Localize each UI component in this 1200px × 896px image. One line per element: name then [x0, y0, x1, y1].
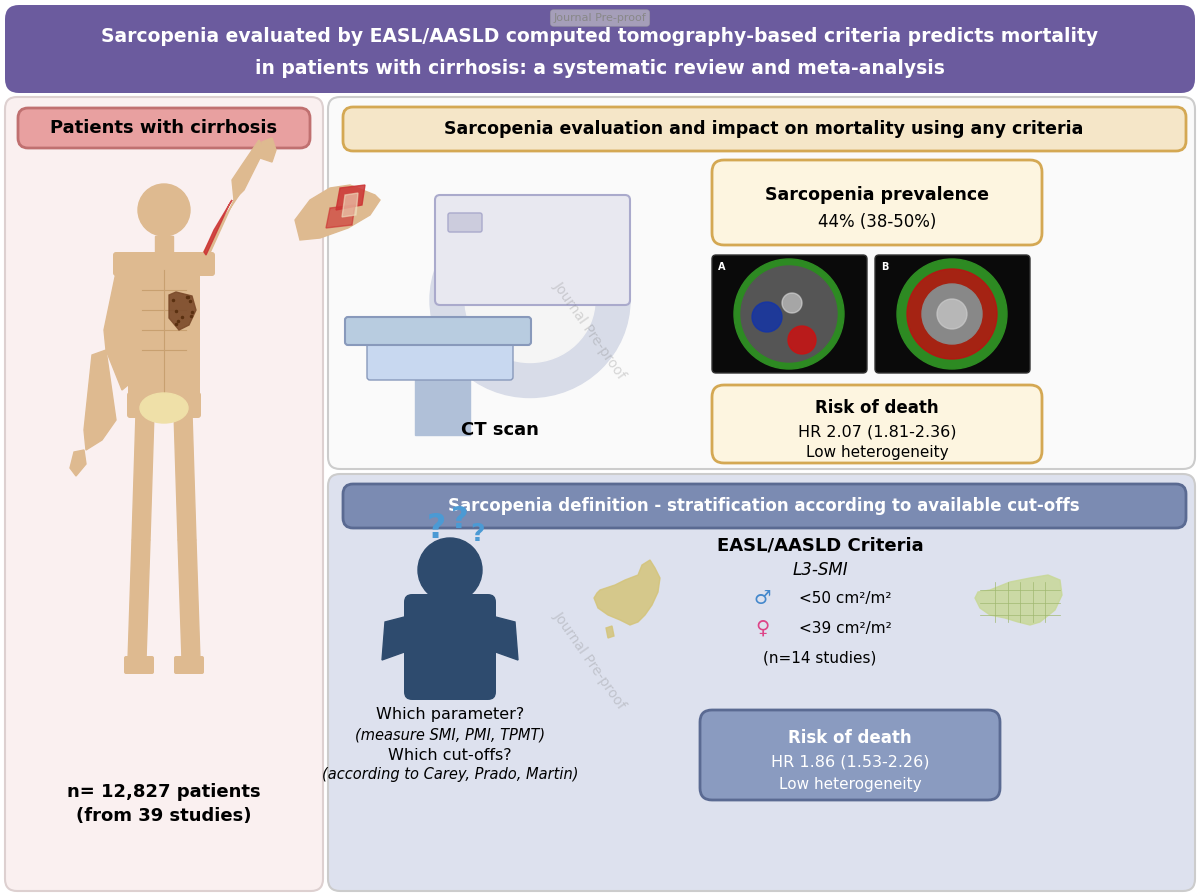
Text: Journal Pre-proof: Journal Pre-proof — [551, 608, 629, 711]
FancyBboxPatch shape — [113, 252, 215, 276]
FancyBboxPatch shape — [328, 97, 1195, 469]
Text: Patients with cirrhosis: Patients with cirrhosis — [50, 119, 277, 137]
Text: in patients with cirrhosis: a systematic review and meta-analysis: in patients with cirrhosis: a systematic… — [256, 58, 944, 77]
Circle shape — [907, 269, 997, 359]
FancyBboxPatch shape — [124, 656, 154, 674]
Text: ?: ? — [426, 512, 445, 545]
Polygon shape — [295, 185, 380, 240]
Polygon shape — [382, 615, 412, 660]
Circle shape — [788, 326, 816, 354]
Polygon shape — [326, 205, 355, 228]
FancyBboxPatch shape — [346, 317, 530, 345]
Text: EASL/AASLD Criteria: EASL/AASLD Criteria — [716, 536, 923, 554]
Text: Low heterogeneity: Low heterogeneity — [779, 777, 922, 791]
Text: B: B — [881, 262, 889, 272]
Circle shape — [937, 299, 967, 329]
Circle shape — [752, 302, 782, 332]
Polygon shape — [336, 185, 365, 210]
FancyBboxPatch shape — [343, 484, 1186, 528]
Polygon shape — [232, 140, 264, 200]
Text: HR 2.07 (1.81-2.36): HR 2.07 (1.81-2.36) — [798, 425, 956, 440]
Polygon shape — [488, 615, 518, 660]
FancyBboxPatch shape — [5, 5, 1195, 93]
FancyBboxPatch shape — [128, 266, 200, 404]
Text: L3-SMI: L3-SMI — [792, 561, 848, 579]
Polygon shape — [84, 350, 116, 450]
Circle shape — [898, 259, 1007, 369]
Text: <39 cm²/m²: <39 cm²/m² — [799, 621, 892, 635]
Ellipse shape — [430, 202, 630, 398]
Circle shape — [922, 284, 982, 344]
FancyBboxPatch shape — [712, 385, 1042, 463]
Polygon shape — [128, 540, 150, 660]
FancyBboxPatch shape — [404, 594, 496, 700]
Text: Sarcopenia prevalence: Sarcopenia prevalence — [766, 186, 989, 204]
Text: <50 cm²/m²: <50 cm²/m² — [799, 590, 892, 606]
Text: A: A — [719, 262, 726, 272]
Circle shape — [782, 293, 802, 313]
FancyBboxPatch shape — [343, 107, 1186, 151]
Text: Journal Pre-proof: Journal Pre-proof — [551, 279, 629, 382]
Text: HR 1.86 (1.53-2.26): HR 1.86 (1.53-2.26) — [770, 754, 929, 770]
Polygon shape — [132, 413, 154, 540]
Text: ♂: ♂ — [754, 589, 770, 607]
Circle shape — [742, 266, 838, 362]
Text: ?: ? — [451, 505, 469, 535]
FancyBboxPatch shape — [712, 255, 866, 373]
Circle shape — [418, 538, 482, 602]
Polygon shape — [594, 560, 660, 625]
FancyBboxPatch shape — [5, 97, 323, 891]
FancyBboxPatch shape — [328, 474, 1195, 891]
Text: (according to Carey, Prado, Martin): (according to Carey, Prado, Martin) — [322, 768, 578, 782]
Polygon shape — [606, 626, 614, 638]
Text: (measure SMI, PMI, TPMT): (measure SMI, PMI, TPMT) — [355, 728, 545, 743]
Circle shape — [734, 259, 844, 369]
Text: (from 39 studies): (from 39 studies) — [77, 807, 252, 825]
Text: 44% (38-50%): 44% (38-50%) — [818, 213, 936, 231]
Text: Risk of death: Risk of death — [815, 399, 938, 417]
FancyBboxPatch shape — [448, 213, 482, 232]
Polygon shape — [196, 195, 239, 265]
FancyBboxPatch shape — [174, 656, 204, 674]
FancyBboxPatch shape — [367, 339, 514, 380]
Ellipse shape — [466, 237, 595, 363]
Polygon shape — [178, 540, 200, 660]
Text: Sarcopenia evaluated by EASL/AASLD computed tomography-based criteria predicts m: Sarcopenia evaluated by EASL/AASLD compu… — [102, 27, 1098, 46]
FancyBboxPatch shape — [127, 392, 202, 418]
FancyBboxPatch shape — [712, 160, 1042, 245]
Text: Low heterogeneity: Low heterogeneity — [805, 444, 948, 460]
FancyBboxPatch shape — [700, 710, 1000, 800]
Text: n= 12,827 patients: n= 12,827 patients — [67, 783, 260, 801]
Bar — [155, 236, 173, 258]
Text: Sarcopenia definition - stratification according to available cut-offs: Sarcopenia definition - stratification a… — [448, 497, 1080, 515]
Polygon shape — [104, 258, 134, 390]
Polygon shape — [174, 413, 196, 540]
Polygon shape — [70, 450, 86, 476]
FancyBboxPatch shape — [18, 108, 310, 148]
Bar — [415, 375, 470, 435]
Text: Sarcopenia evaluation and impact on mortality using any criteria: Sarcopenia evaluation and impact on mort… — [444, 120, 1084, 138]
Text: (n=14 studies): (n=14 studies) — [763, 650, 877, 666]
FancyBboxPatch shape — [875, 255, 1030, 373]
Polygon shape — [342, 193, 358, 217]
Polygon shape — [169, 292, 196, 330]
FancyBboxPatch shape — [436, 195, 630, 305]
Circle shape — [138, 184, 190, 236]
Polygon shape — [974, 575, 1062, 625]
Polygon shape — [260, 138, 276, 162]
Text: ♀: ♀ — [755, 618, 769, 637]
Text: CT scan: CT scan — [461, 421, 539, 439]
Polygon shape — [204, 200, 232, 255]
Text: Journal Pre-proof: Journal Pre-proof — [553, 13, 647, 23]
Ellipse shape — [140, 393, 188, 423]
Text: Risk of death: Risk of death — [788, 729, 912, 747]
Text: ?: ? — [470, 522, 485, 546]
Text: Which cut-offs?: Which cut-offs? — [388, 747, 512, 762]
Text: Which parameter?: Which parameter? — [376, 708, 524, 722]
